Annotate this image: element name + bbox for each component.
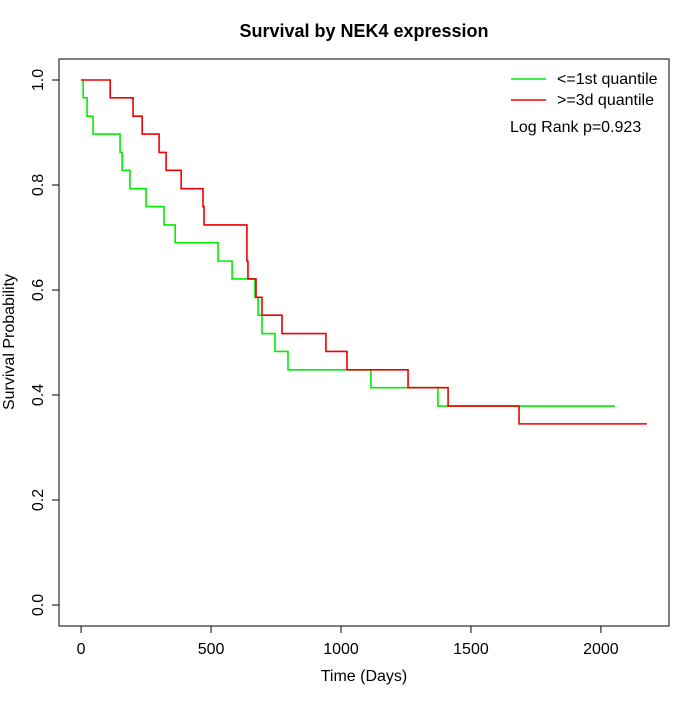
y-tick-label: 1.0: [30, 69, 47, 91]
survival-curve: [81, 79, 615, 407]
plot-frame: [58, 58, 670, 627]
x-tick-label: 500: [198, 641, 225, 658]
y-axis-label: Survival Probability: [1, 274, 18, 410]
x-tick-label: 1500: [453, 641, 489, 658]
y-tick-label: 0.8: [30, 174, 47, 196]
legend-label: >=3d quantile: [557, 92, 654, 109]
y-tick-label: 0.2: [30, 489, 47, 511]
survival-curve: [81, 79, 647, 425]
y-tick-label: 0.0: [30, 594, 47, 616]
y-tick-label: 0.4: [30, 384, 47, 406]
annotation: Log Rank p=0.923: [510, 119, 641, 136]
x-axis-label: Time (Days): [321, 668, 408, 685]
x-tick-label: 0: [77, 641, 86, 658]
x-tick-label: 2000: [583, 641, 619, 658]
y-tick-label: 0.6: [30, 279, 47, 301]
chart-title: Survival by NEK4 expression: [239, 21, 488, 41]
x-tick-label: 1000: [323, 641, 359, 658]
legend-label: <=1st quantile: [557, 71, 658, 88]
